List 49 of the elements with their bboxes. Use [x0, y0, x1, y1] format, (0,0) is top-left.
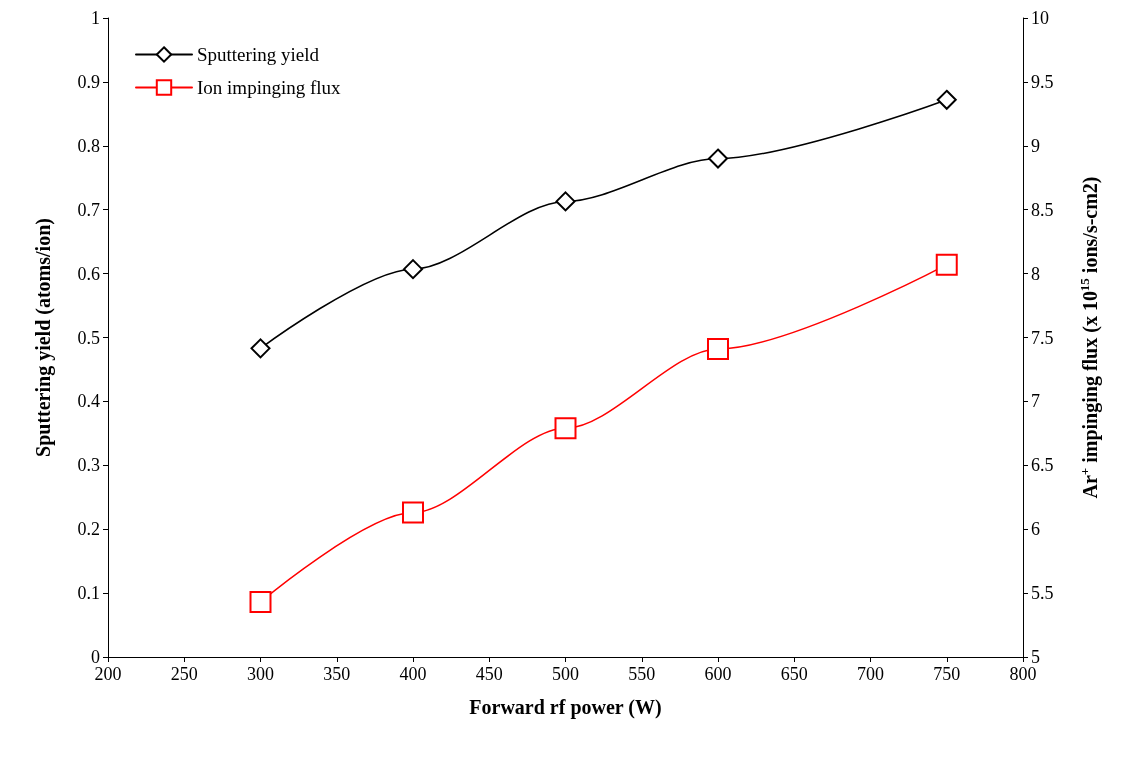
y2-tick-label: 9.5: [1031, 71, 1054, 92]
y-tick-label: 0.1: [77, 583, 100, 604]
y2-tick-label: 5.5: [1031, 583, 1054, 604]
point: [707, 338, 729, 360]
point: [554, 417, 577, 440]
point: [555, 191, 576, 212]
y2-tick-label: 8: [1031, 263, 1040, 284]
x-tick-label: 750: [933, 664, 961, 684]
y2-tick-label: 8.5: [1031, 199, 1054, 220]
point: [708, 148, 728, 169]
x-tick-label: 500: [552, 664, 579, 684]
x-tick-label: 700: [857, 664, 884, 684]
x-tick-label: 300: [247, 664, 274, 684]
x-tick-label: 550: [628, 664, 656, 684]
point: [935, 253, 958, 276]
point: [250, 338, 271, 359]
y2-tick-label: 6.5: [1031, 455, 1054, 476]
legend-label: Sputtering yield: [197, 44, 320, 65]
x-tick-label: 200: [94, 664, 122, 684]
y2-tick-label: 9: [1031, 135, 1040, 156]
y2-tick-label: 5: [1031, 647, 1040, 667]
x-axis-title: Forward rf power (W): [469, 696, 662, 719]
y-tick-label: 1: [91, 8, 100, 28]
y2-tick-label: 10: [1031, 8, 1049, 28]
y2-tick-label: 7.5: [1031, 327, 1054, 348]
y-axis-title: Sputtering yield (atoms/ion): [32, 218, 55, 457]
x-tick-label: 650: [780, 664, 808, 684]
y-tick-label: 0.4: [77, 391, 100, 412]
point: [936, 89, 957, 110]
y-tick-label: 0.6: [77, 263, 100, 284]
x-tick-label: 450: [475, 664, 503, 684]
point: [403, 259, 423, 280]
point: [249, 591, 272, 614]
y-tick-label: 0.2: [77, 519, 100, 540]
x-tick-label: 600: [704, 664, 732, 684]
y-tick-label: 0.8: [77, 135, 100, 156]
x-tick-label: 800: [1009, 664, 1037, 684]
y-tick-label: 0.7: [77, 199, 100, 220]
point: [402, 501, 424, 524]
y-tick-label: 0.9: [77, 71, 100, 92]
x-tick-label: 350: [323, 664, 351, 684]
x-tick-label: 400: [399, 664, 427, 684]
legend-label: Ion impinging flux: [197, 77, 342, 98]
y-tick-label: 0.5: [77, 327, 100, 348]
y-tick-label: 0: [91, 647, 100, 667]
x-tick-label: 250: [170, 664, 198, 684]
y2-tick-label: 6: [1031, 519, 1040, 540]
y2-tick-label: 7: [1031, 391, 1040, 412]
y-tick-label: 0.3: [77, 455, 100, 476]
